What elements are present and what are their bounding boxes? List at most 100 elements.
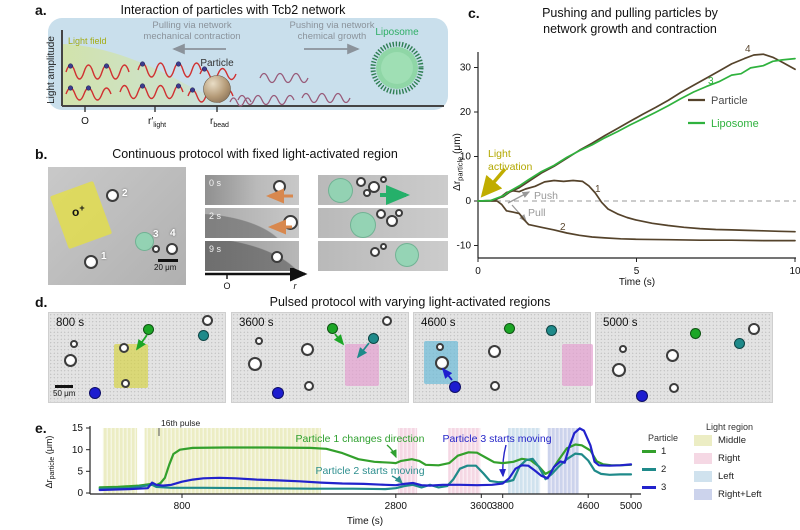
e-x-tick-label: 800 — [174, 501, 191, 512]
e-series-2 — [98, 452, 633, 491]
d-ring — [619, 345, 627, 353]
annotation-particle1: Particle 1 changes direction — [296, 433, 425, 445]
d-particle3-dot — [272, 387, 284, 399]
region-label-rightleft: Right+Left — [718, 489, 762, 500]
legend-item: Middle — [694, 435, 794, 446]
panel-a-label: a. — [35, 2, 47, 18]
e-y-tick-label: 15 — [72, 423, 84, 434]
b-strip-particle — [271, 251, 283, 263]
d-scale-bar — [55, 385, 73, 388]
b-cluster-ring — [370, 247, 380, 257]
b-strip-liposome — [328, 178, 353, 203]
b-strip-9s: 9 s — [205, 241, 299, 271]
b-strip-time: 0 s — [209, 178, 222, 188]
c-y-tick-label: 10 — [460, 152, 472, 163]
curve-label-1: 1 — [595, 184, 601, 195]
d-particle2-arrow — [356, 342, 370, 359]
region-label-right: Right — [718, 453, 741, 464]
d-ring — [119, 343, 129, 353]
panel-e-label: e. — [35, 420, 47, 436]
light-field-region — [62, 44, 232, 106]
d-frame-800s: 800 s 50 μm — [48, 312, 226, 403]
panel-b-label: b. — [35, 146, 48, 162]
d-frame-time: 5000 s — [603, 317, 638, 329]
d-arrow-svg — [135, 334, 148, 351]
panel-d-title: Pulsed protocol with varying light-activ… — [269, 295, 551, 309]
legend-liposome-label: Liposome — [711, 118, 759, 130]
b-liposome-strip-1 — [318, 175, 448, 205]
e-x-tick-label: 5000 — [620, 501, 643, 512]
region-swatch-left — [694, 471, 712, 482]
d-particle3-dot — [449, 381, 461, 393]
b-particle-1-num: 1 — [101, 251, 107, 262]
d-particle3-arrow — [441, 367, 453, 381]
d-particle2-dot — [198, 330, 209, 341]
panel-c-title-line1: Pushing and pulling particles by — [542, 6, 718, 20]
b-cluster-ring — [380, 243, 387, 250]
b-pull-arrow-svg — [268, 219, 292, 235]
d-frame-time: 800 s — [56, 317, 85, 329]
b-strip-2s: 2 s — [205, 208, 299, 238]
d-particle2-dot — [368, 333, 379, 344]
d-ring — [666, 349, 679, 362]
c-series-group — [477, 53, 796, 242]
e-band-stripes — [102, 428, 138, 494]
b-cluster-ring — [356, 177, 366, 187]
d-particle3-dot — [89, 387, 101, 399]
d-particle3-dot — [636, 390, 648, 402]
e-y-tick-label: 10 — [72, 445, 84, 456]
e-y-tick-label: 0 — [77, 488, 83, 499]
b-strip-time: 9 s — [209, 244, 222, 254]
b-particle-3-num: 3 — [153, 229, 159, 240]
legend-item: Right — [694, 453, 794, 464]
b-particle-1 — [84, 255, 98, 269]
d-ring — [301, 343, 314, 356]
b-strip-0s: 0 s — [205, 175, 299, 205]
e-series-group — [98, 427, 633, 492]
b-liposome — [135, 232, 154, 251]
e-x-tick-label: 2800 — [385, 501, 408, 512]
b-particle-4 — [166, 243, 178, 255]
light-activation-line2: activation — [488, 161, 533, 173]
region-swatch-right — [694, 453, 712, 464]
b-strip-time: 2 s — [209, 211, 222, 221]
b-cluster-ring — [395, 209, 403, 217]
d-frame-time: 4600 s — [421, 317, 456, 329]
b-axis-r: r — [294, 281, 298, 291]
d-frame-4600s: 4600 s — [413, 312, 593, 403]
d-arrow-svg — [441, 367, 453, 381]
e-x-tick-label: 4600 — [577, 501, 600, 512]
d-frame-3600s: 3600 s — [231, 312, 409, 403]
e-legend-region: Light region Middle Right Left Right+Lef… — [694, 422, 794, 507]
curve-label-2: 2 — [560, 222, 566, 233]
d-ring — [121, 379, 130, 388]
annotation-particle2: Particle 2 starts moving — [315, 465, 424, 477]
c-x-tick-label: 0 — [475, 266, 481, 277]
b-particle-3 — [152, 245, 160, 253]
pulling-label-line2: mechanical contraction — [143, 31, 240, 42]
d-ring — [490, 381, 500, 391]
legend-line-2 — [642, 468, 656, 471]
d-ring — [70, 340, 78, 348]
c-axes-group: -10 0 10 20 30 0 5 10 — [457, 63, 800, 277]
a-tick-origin: O — [81, 116, 89, 127]
legend-label-2: 2 — [661, 464, 667, 475]
panel-c-label: c. — [468, 5, 480, 21]
e-x-axis-label: Time (s) — [347, 516, 383, 527]
b-particle-2 — [106, 189, 119, 202]
e-legend-region-title: Light region — [706, 422, 754, 432]
d-ring — [436, 343, 444, 351]
d-ring — [669, 383, 679, 393]
legend-particle-label: Particle — [711, 95, 748, 107]
e-band-stripes — [547, 428, 579, 494]
curve-label-4: 4 — [745, 44, 751, 55]
b-r-axis: O r — [205, 268, 308, 291]
pushing-label-line2: chemical growth — [298, 31, 367, 42]
d-ring — [748, 323, 760, 335]
c-series-Particle 2 — [477, 200, 796, 242]
legend-label-3: 3 — [661, 482, 667, 493]
c-y-tick-label: 30 — [460, 63, 472, 74]
particle-sphere — [203, 75, 231, 103]
push-label: Push — [534, 190, 558, 202]
